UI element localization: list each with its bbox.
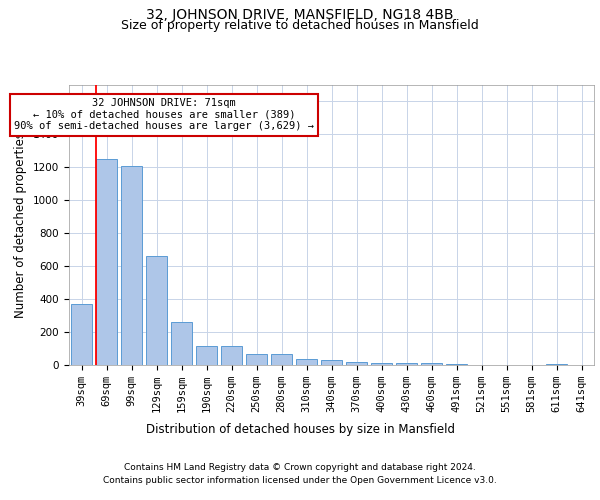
Text: 32 JOHNSON DRIVE: 71sqm
← 10% of detached houses are smaller (389)
90% of semi-d: 32 JOHNSON DRIVE: 71sqm ← 10% of detache…: [14, 98, 314, 132]
Bar: [271, 354, 292, 365]
Text: 32, JOHNSON DRIVE, MANSFIELD, NG18 4BB: 32, JOHNSON DRIVE, MANSFIELD, NG18 4BB: [146, 8, 454, 22]
Bar: [346, 362, 367, 365]
Bar: [546, 364, 567, 365]
Bar: [371, 362, 392, 365]
Bar: [296, 359, 317, 365]
Bar: [171, 322, 192, 365]
Text: Contains public sector information licensed under the Open Government Licence v3: Contains public sector information licen…: [103, 476, 497, 485]
Bar: [221, 346, 242, 365]
Y-axis label: Number of detached properties: Number of detached properties: [14, 132, 28, 318]
Bar: [246, 354, 267, 365]
Bar: [146, 256, 167, 365]
Bar: [71, 304, 92, 365]
Bar: [421, 364, 442, 365]
Bar: [446, 364, 467, 365]
Text: Contains HM Land Registry data © Crown copyright and database right 2024.: Contains HM Land Registry data © Crown c…: [124, 462, 476, 471]
Bar: [396, 364, 417, 365]
Bar: [121, 166, 142, 365]
Bar: [321, 360, 342, 365]
Text: Distribution of detached houses by size in Mansfield: Distribution of detached houses by size …: [146, 422, 455, 436]
Bar: [96, 159, 117, 365]
Text: Size of property relative to detached houses in Mansfield: Size of property relative to detached ho…: [121, 18, 479, 32]
Bar: [196, 346, 217, 365]
